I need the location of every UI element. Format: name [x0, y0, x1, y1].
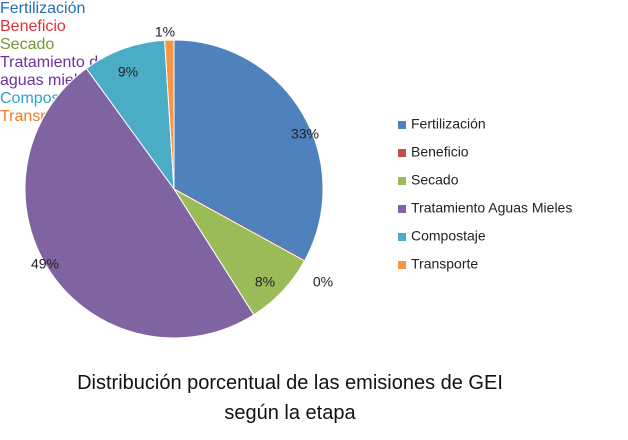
data-label: 49%: [31, 256, 59, 272]
legend-swatch: [398, 177, 406, 185]
legend-label: Compostaje: [411, 228, 486, 244]
legend-label: Transporte: [411, 256, 478, 272]
data-label: 9%: [118, 64, 138, 80]
legend-label: Fertilización: [411, 116, 486, 132]
data-label: 33%: [291, 126, 319, 142]
data-label: 1%: [155, 24, 175, 40]
legend-swatch: [398, 205, 406, 213]
page: {"chart_data": {"type": "pie", "categori…: [0, 0, 628, 440]
legend-label: Tratamiento Aguas Mieles: [411, 200, 572, 216]
data-label: 0%: [313, 274, 333, 290]
caption: Distribución porcentual de las emisiones…: [70, 368, 510, 428]
legend-swatch: [398, 149, 406, 157]
legend-swatch: [398, 121, 406, 129]
legend-swatch: [398, 233, 406, 241]
data-label: 8%: [255, 274, 275, 290]
legend-label: Beneficio: [411, 144, 469, 160]
legend-swatch: [398, 261, 406, 269]
legend-label: Secado: [411, 172, 459, 188]
chart-container: 33% 0% 8% 49% 9% 1% Fertilización Beneficio Seca…: [0, 0, 628, 440]
